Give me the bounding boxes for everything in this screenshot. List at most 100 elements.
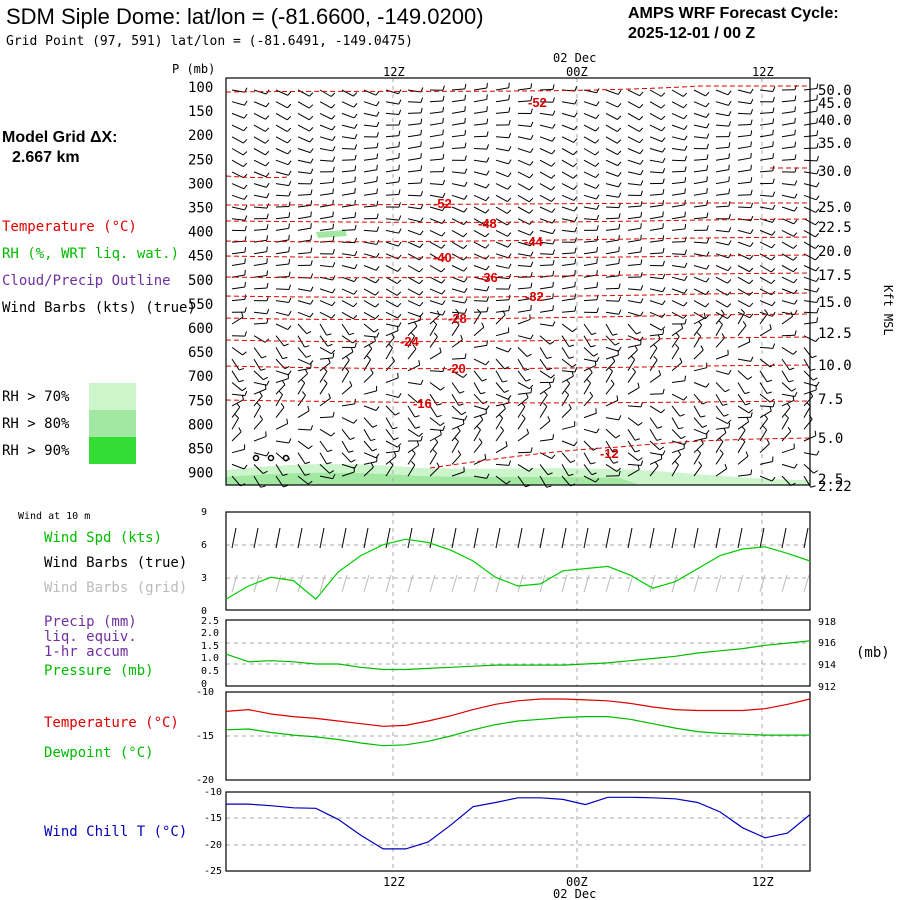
wind-barb-flag <box>793 267 798 273</box>
wind-barb-flag <box>244 215 248 221</box>
wind-barb-flag <box>595 126 600 132</box>
wind-barb <box>737 370 749 380</box>
wind-barb <box>319 300 333 307</box>
wind-barb <box>253 311 267 315</box>
wind-barb <box>385 265 398 272</box>
wind-barb <box>407 276 420 285</box>
wind-barb <box>429 111 443 114</box>
wind-barb <box>341 359 350 372</box>
wind-barb-flag <box>551 162 556 167</box>
wind-barb <box>297 410 310 419</box>
wind-barb-flag <box>370 438 376 442</box>
wind-barb <box>363 89 377 96</box>
wind-barb <box>605 89 619 95</box>
wind-barb-flag <box>398 322 402 328</box>
wind-barb <box>297 252 311 255</box>
wind-barb-flag <box>508 263 512 269</box>
bottom-tick-12z-b: 12Z <box>752 875 774 889</box>
wind-barb-flag <box>639 104 644 109</box>
wind-barb-flag <box>529 161 534 166</box>
wind-barb-flag <box>816 381 820 387</box>
wind-barb-flag <box>684 318 687 325</box>
wind-barb <box>737 429 746 442</box>
wind-barb <box>627 124 640 132</box>
wind-barb-flag <box>288 271 291 277</box>
wind-barb-flag <box>304 473 310 476</box>
wind-barb <box>671 89 684 97</box>
wind-barb <box>561 263 575 266</box>
wind-barb <box>297 193 312 196</box>
wind-barb <box>627 311 641 317</box>
wind-barb <box>429 265 442 273</box>
wind-barb-flag <box>309 92 314 97</box>
wind-barb-flag <box>728 213 731 220</box>
wind-barb-flag <box>376 200 379 206</box>
wind-barb <box>231 399 244 407</box>
wind-barb-flag <box>750 119 753 125</box>
wind-barb <box>781 158 796 161</box>
grid-wind-barb <box>451 574 458 593</box>
wind-barb <box>517 241 531 247</box>
wind-barb-flag <box>397 254 402 260</box>
wind-barb <box>473 241 486 249</box>
wind-barb-flag <box>413 321 418 327</box>
wind-barb-flag <box>464 155 467 161</box>
wind-barb-flag <box>698 461 703 466</box>
wind-barb <box>231 448 245 454</box>
wind-barb-flag <box>241 394 244 400</box>
wind-barb-flag <box>573 441 578 447</box>
wind-barb-flag <box>261 355 267 359</box>
wind-barb <box>253 228 267 231</box>
wind-barb <box>649 136 663 143</box>
wind-barb <box>275 159 289 166</box>
isotherm-label: -36 <box>479 270 498 285</box>
wind-barb <box>605 228 619 231</box>
wind-barb <box>627 463 641 466</box>
wind-barb-flag <box>764 309 768 314</box>
wind-barb-flag <box>530 447 533 453</box>
wind-barb-flag <box>684 249 688 255</box>
wind-barb <box>671 101 684 109</box>
wind-barb <box>473 159 487 163</box>
wind-barb <box>429 229 442 237</box>
wind-barb-flag <box>244 205 248 211</box>
wind-barb-flag <box>662 450 666 456</box>
wind-barb-flag <box>310 189 313 195</box>
wind-barb <box>649 417 658 429</box>
grid-wind-barb <box>429 574 436 593</box>
wind-barb <box>649 148 663 153</box>
wind-barb <box>781 358 790 371</box>
wind-barb-flag <box>485 196 490 202</box>
wind-barb <box>385 135 399 138</box>
wind-barb-flag <box>595 184 600 189</box>
wind-barb <box>473 253 487 260</box>
wind-barb <box>385 464 394 477</box>
isotherm-line <box>225 85 810 93</box>
wind-speed-tick: 3 <box>201 573 207 584</box>
wind-barb <box>737 134 751 138</box>
wind-barb <box>231 298 245 302</box>
wind-barb <box>451 276 465 283</box>
wind-barb <box>693 180 707 185</box>
wind-barb-flag <box>772 343 776 349</box>
wind-barb-flag <box>323 379 328 384</box>
isotherm-label: -52 <box>433 196 452 211</box>
wind-barb-flag <box>591 472 597 476</box>
wind-barb-flag <box>464 117 466 123</box>
wind-barb-flag <box>354 165 357 171</box>
wind-barb <box>715 300 728 308</box>
wind-barb <box>429 382 441 391</box>
wind-barb <box>231 463 245 470</box>
wind-barb <box>341 124 355 129</box>
wind-barb-flag <box>526 353 532 358</box>
wind-barb-flag <box>750 164 752 170</box>
wind-barb <box>561 229 575 233</box>
wind-barb-flag <box>244 100 248 106</box>
wind-barb <box>539 323 553 327</box>
wind-barb-flag <box>442 141 444 147</box>
wind-barb-flag <box>439 347 442 353</box>
wind-barb-flag <box>766 439 770 444</box>
wind-barb-flag <box>238 427 242 433</box>
wind-barb <box>627 349 638 360</box>
wind-barb-flag <box>705 113 710 118</box>
